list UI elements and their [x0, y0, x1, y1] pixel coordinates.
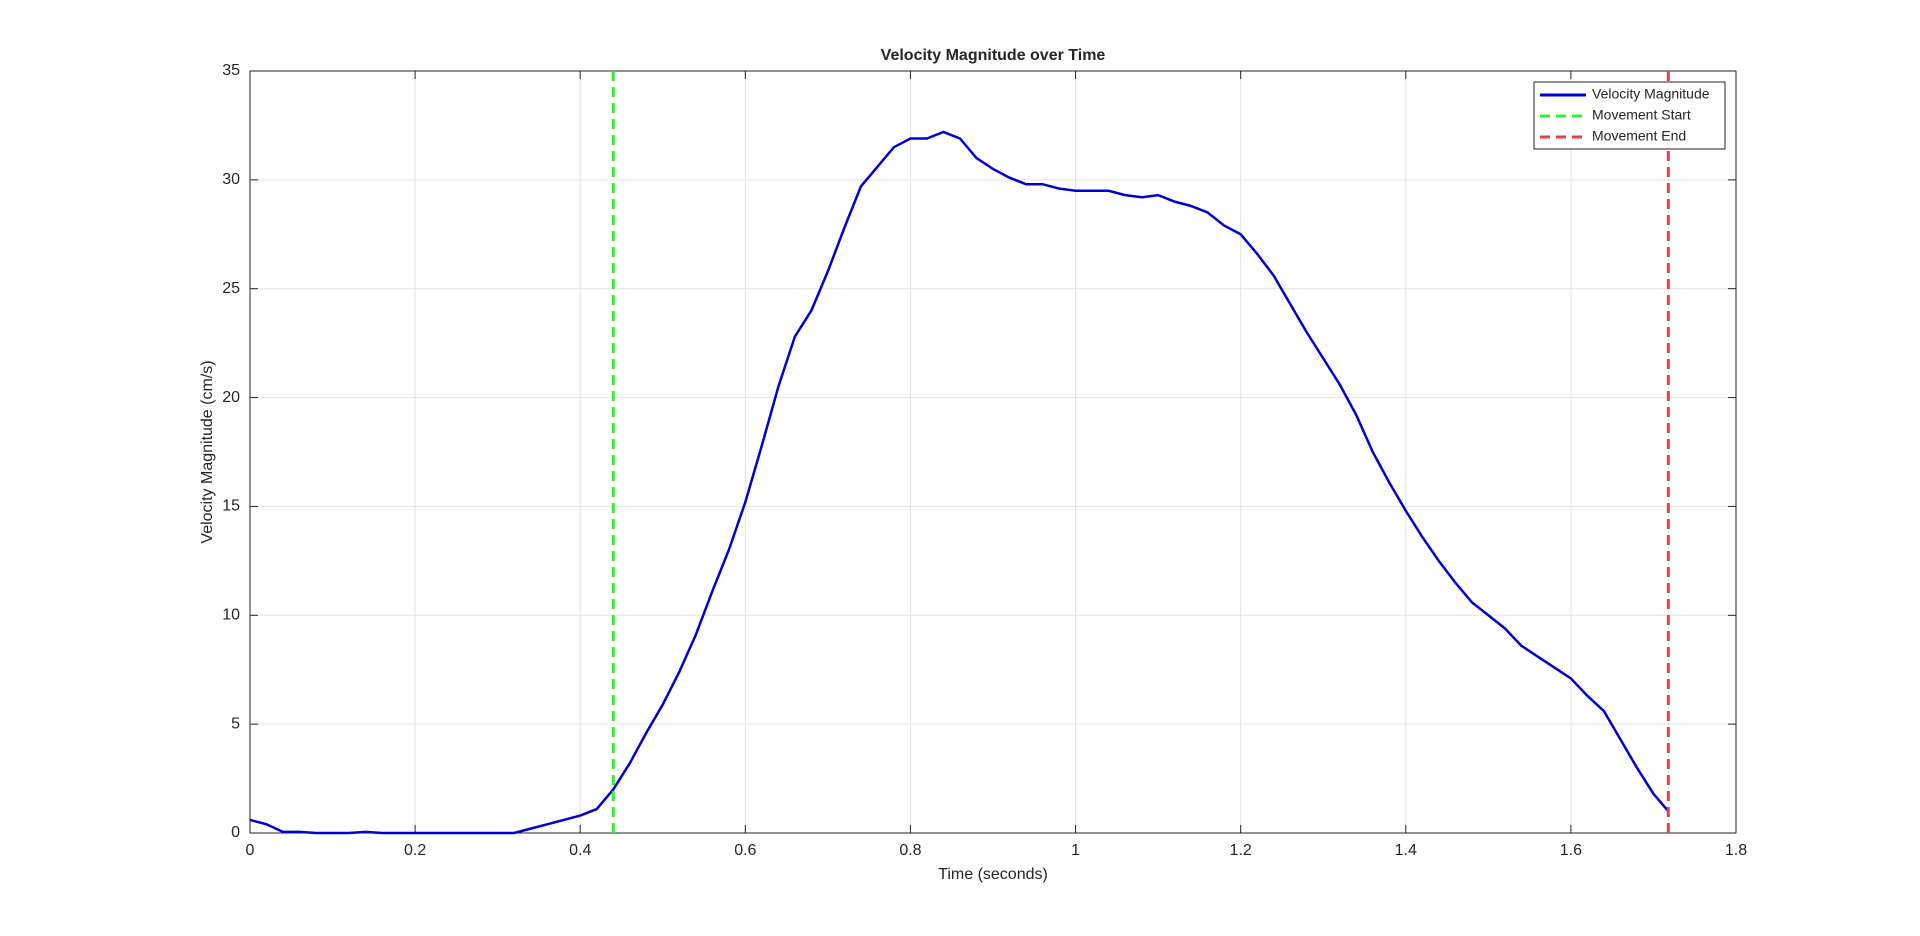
x-axis-label: Time (seconds) — [938, 866, 1048, 883]
x-tick-label: 0 — [246, 842, 255, 859]
legend-label: Movement End — [1592, 128, 1686, 144]
legend-label: Velocity Magnitude — [1592, 86, 1710, 102]
y-tick-label: 30 — [222, 171, 240, 188]
x-tick-label: 1.4 — [1395, 842, 1417, 859]
y-tick-label: 15 — [222, 498, 240, 515]
chart-title: Velocity Magnitude over Time — [881, 47, 1106, 64]
legend-label: Movement Start — [1592, 107, 1691, 123]
velocity-line — [249, 130, 1670, 835]
x-tick-label: 1.6 — [1560, 842, 1582, 859]
x-tick-label: 0.4 — [569, 842, 591, 859]
y-tick-label: 20 — [222, 389, 240, 406]
y-tick-label: 35 — [222, 62, 240, 79]
y-tick-label: 0 — [231, 824, 240, 841]
x-tick-label: 0.8 — [899, 842, 921, 859]
x-tick-label: 0.2 — [404, 842, 426, 859]
plot-frame — [249, 70, 1737, 834]
x-tick-label: 1 — [1071, 842, 1080, 859]
y-axis-label: Velocity Magnitude (cm/s) — [199, 360, 216, 543]
x-tick-label: 1.2 — [1230, 842, 1252, 859]
y-tick-label: 5 — [231, 715, 240, 732]
x-tick-label: 1.8 — [1725, 842, 1747, 859]
y-tick-label: 10 — [222, 607, 240, 624]
y-tick-label: 25 — [222, 280, 240, 297]
x-tick-label: 0.6 — [734, 842, 756, 859]
